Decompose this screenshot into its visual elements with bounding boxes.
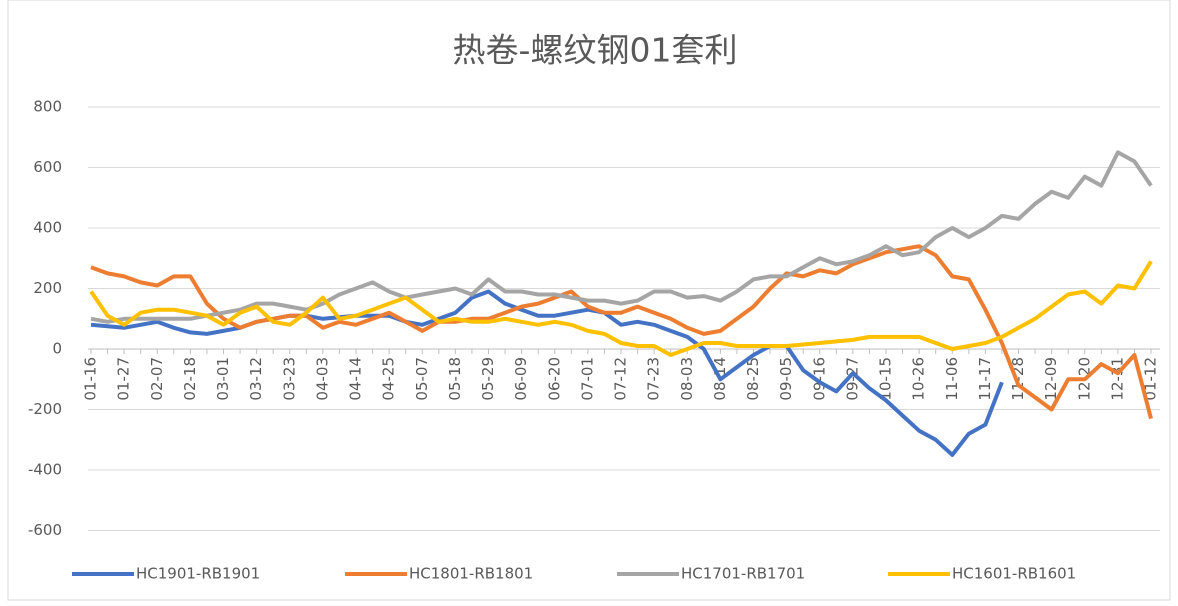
x-tick-label: 02-07 [148, 357, 166, 401]
y-tick-label: 0 [52, 340, 62, 358]
chart-title: 热卷-螺纹钢01套利 [453, 31, 738, 70]
y-tick-label: 600 [33, 158, 62, 176]
x-tick-label: 04-03 [313, 357, 331, 401]
series-line [89, 260, 1153, 357]
x-tick-label: 03-01 [214, 357, 232, 401]
x-tick-label: 05-07 [413, 357, 431, 401]
x-tick-label: 03-12 [247, 357, 265, 401]
series-line [90, 150, 1153, 324]
x-tick-label: 07-01 [578, 357, 596, 401]
series-line [90, 244, 1153, 420]
x-tick-label: 01-12 [1142, 357, 1160, 401]
y-tick-label: 200 [33, 279, 62, 297]
legend-label: HC1701-RB1701 [681, 565, 805, 583]
x-tick-label: 06-20 [545, 357, 563, 401]
x-tick-label: 05-29 [479, 357, 497, 401]
x-tick-label: 03-23 [280, 357, 298, 401]
x-tick-label: 12-09 [1042, 357, 1060, 401]
legend-label: HC1901-RB1901 [136, 565, 260, 583]
x-tick-label: 04-25 [380, 357, 398, 401]
x-tick-label: 07-12 [612, 357, 630, 401]
x-tick-label: 01-16 [82, 357, 100, 401]
x-tick-label: 12-31 [1108, 357, 1126, 401]
x-tick-label: 09-27 [843, 357, 861, 401]
x-tick-label: 08-03 [678, 357, 696, 401]
x-tick-label: 11-17 [976, 357, 994, 401]
x-tick-label: 05-18 [446, 357, 464, 401]
x-tick-label: 08-25 [744, 357, 762, 401]
x-tick-label: 09-05 [777, 357, 795, 401]
x-tick-label: 06-09 [512, 357, 530, 401]
legend-label: HC1801-RB1801 [409, 565, 533, 583]
x-tick-label: 01-27 [115, 357, 133, 401]
y-tick-label: -600 [28, 521, 62, 539]
x-tick-label: 07-23 [645, 357, 663, 401]
x-tick-label: 09-16 [810, 357, 828, 401]
y-tick-label: -200 [28, 400, 62, 418]
y-tick-label: -400 [28, 461, 62, 479]
x-tick-label: 11-06 [943, 357, 961, 401]
x-tick-label: 04-14 [347, 357, 365, 401]
x-tick-label: 02-18 [181, 357, 199, 401]
x-tick-label: 10-26 [910, 357, 928, 401]
x-tick-label: 10-15 [877, 357, 895, 401]
y-tick-label: 800 [33, 98, 62, 116]
y-tick-label: 400 [33, 219, 62, 237]
legend-label: HC1601-RB1601 [952, 565, 1076, 583]
